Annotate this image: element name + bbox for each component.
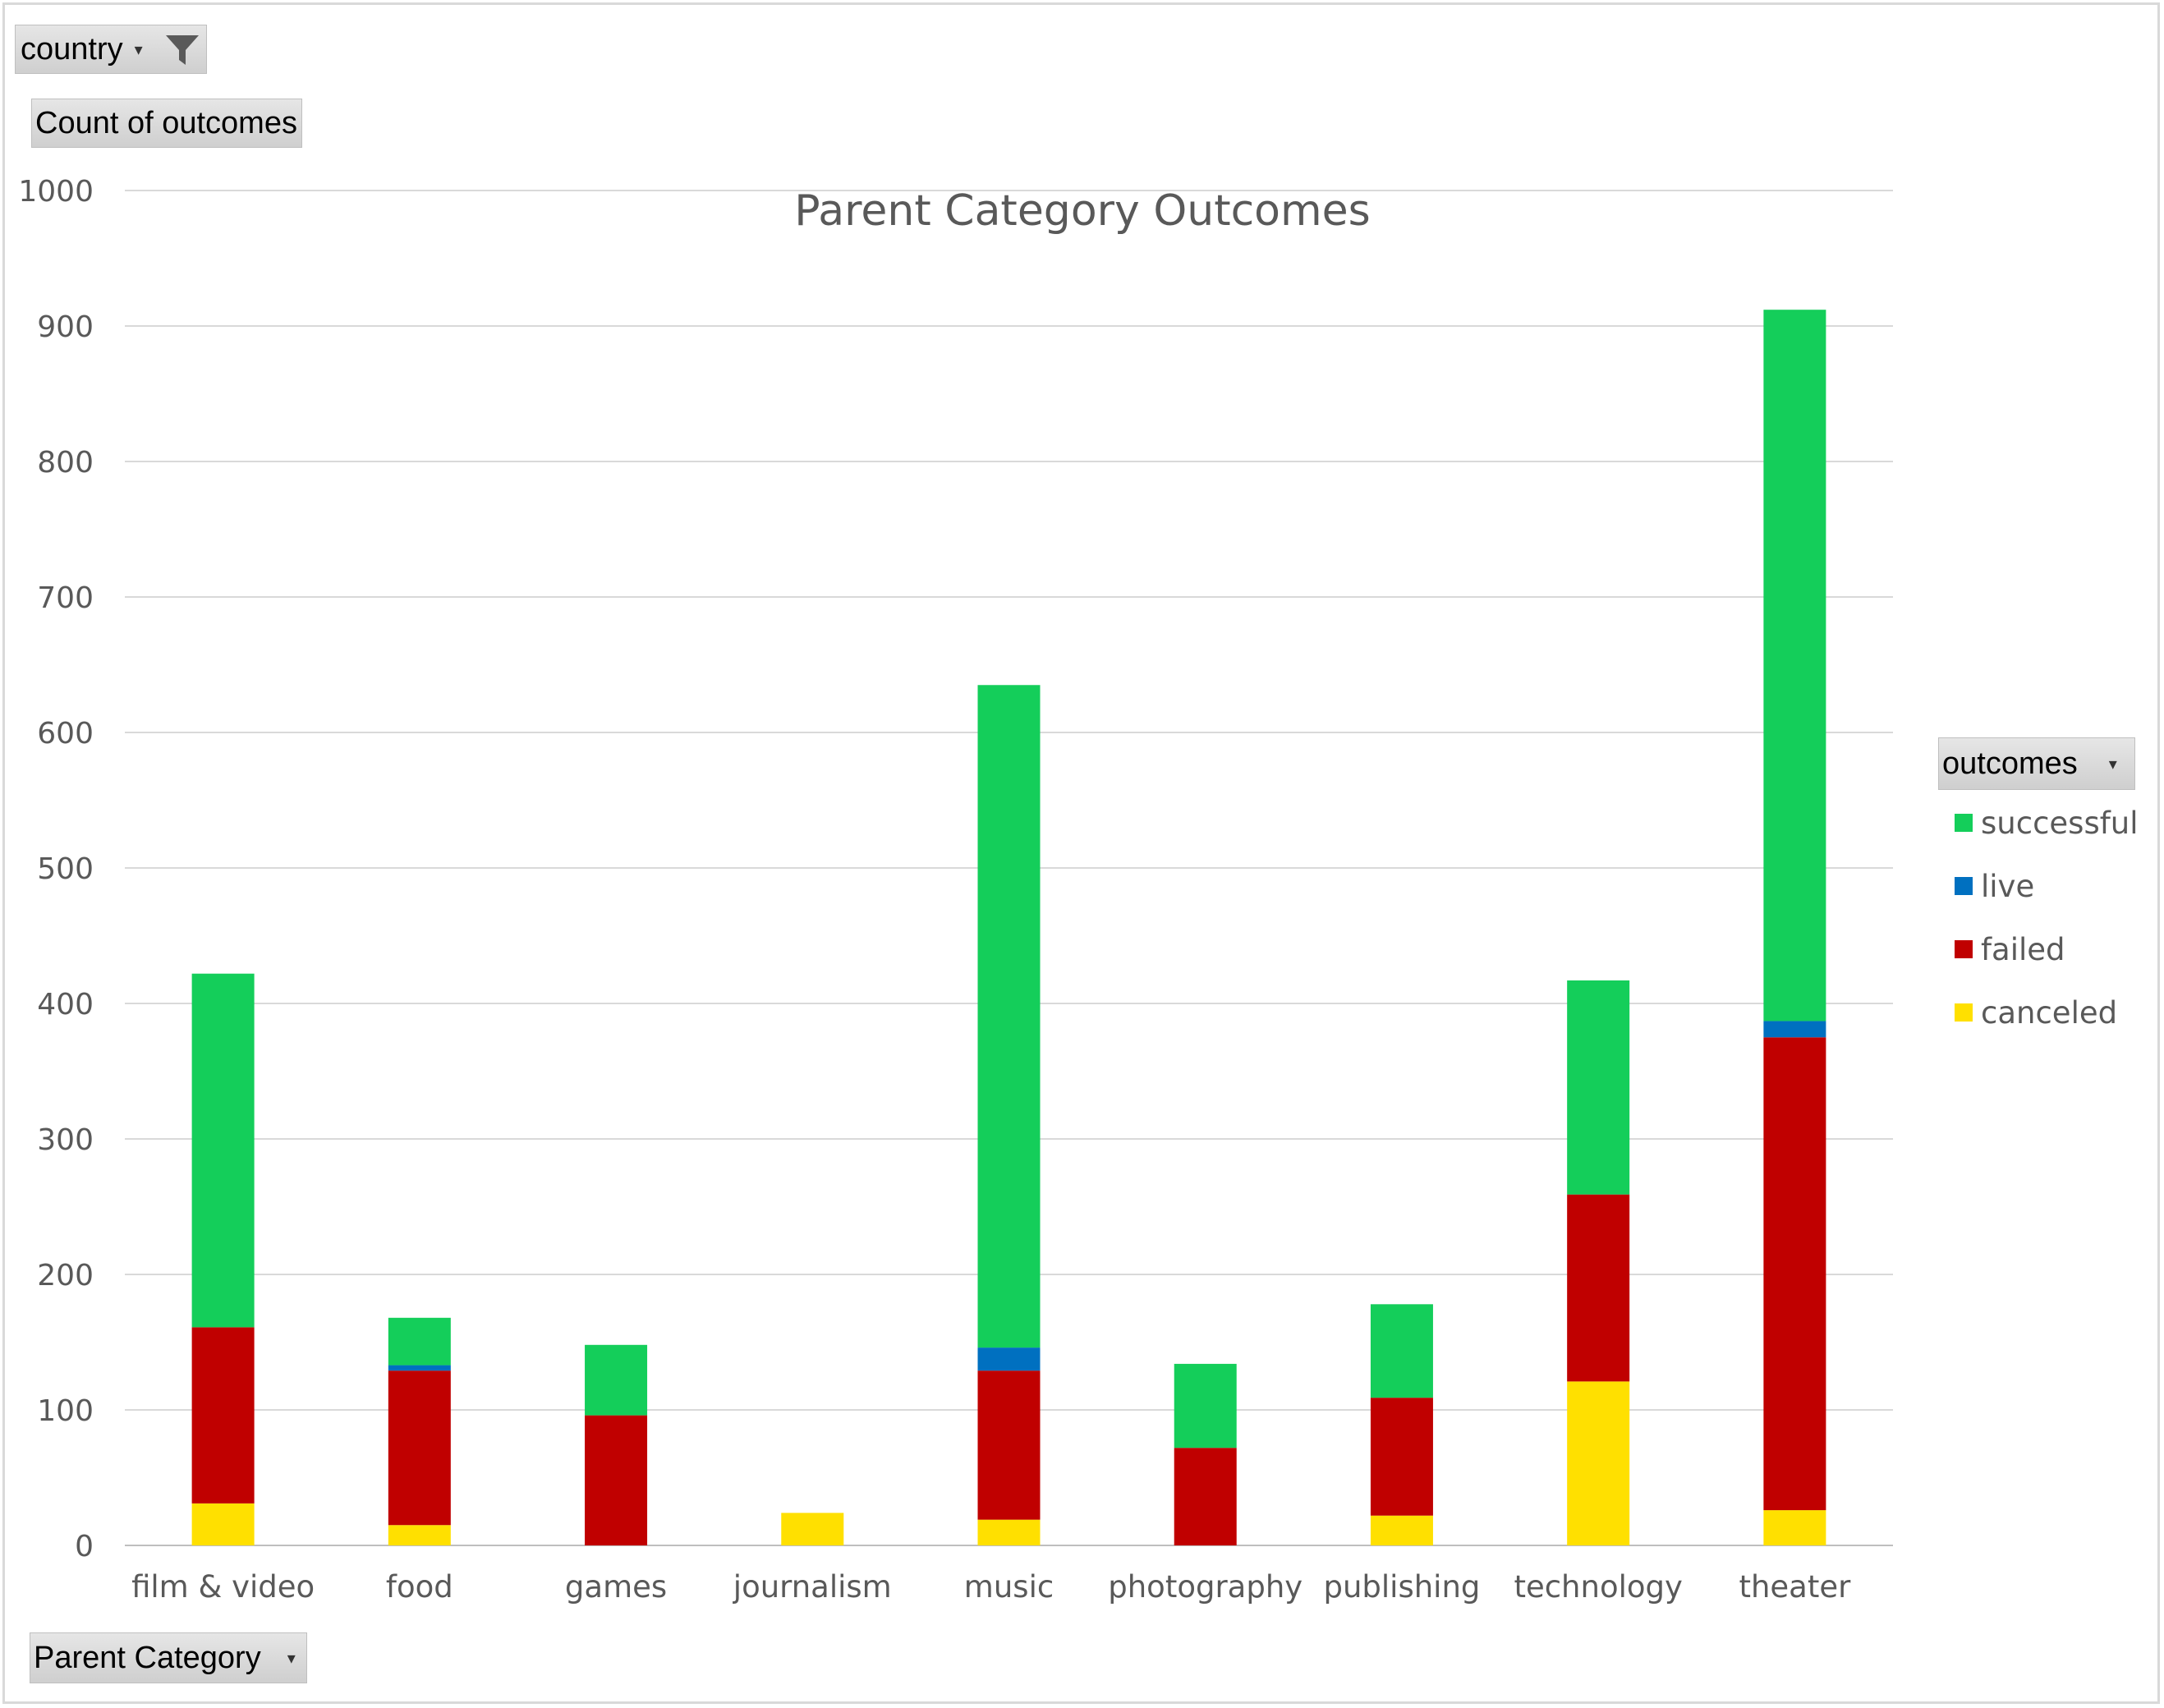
bar-segment-canceled[interactable]	[781, 1513, 844, 1545]
country-filter-button[interactable]: country ▾	[15, 25, 207, 74]
legend: successful live failed canceled	[1955, 806, 2139, 1031]
legend-swatch-live	[1955, 877, 1973, 895]
legend-swatch-successful	[1955, 814, 1973, 832]
bar-segment-live[interactable]	[388, 1365, 451, 1371]
x-tick-label: technology	[1514, 1569, 1682, 1605]
y-tick-label: 600	[37, 717, 94, 751]
bar-segment-failed[interactable]	[977, 1371, 1041, 1520]
x-tick-label: publishing	[1323, 1569, 1480, 1605]
y-tick-label: 900	[37, 310, 94, 344]
chevron-down-icon: ▾	[287, 1649, 296, 1668]
y-tick-label: 300	[37, 1123, 94, 1157]
country-filter-label: country	[21, 31, 123, 67]
legend-label-successful[interactable]: successful	[1981, 806, 2139, 841]
legend-label-live[interactable]: live	[1981, 869, 2034, 904]
bar-segment-canceled[interactable]	[191, 1503, 255, 1545]
y-tick-label: 400	[37, 988, 94, 1022]
legend-swatch-canceled	[1955, 1003, 1973, 1022]
bar-segment-failed[interactable]	[191, 1327, 255, 1504]
bar-segment-failed[interactable]	[1370, 1398, 1433, 1516]
bar-segment-successful[interactable]	[977, 685, 1041, 1348]
x-tick-label: food	[386, 1569, 453, 1605]
values-field-label: Count of outcomes	[35, 105, 297, 140]
x-tick-label: theater	[1739, 1569, 1851, 1605]
bar-segment-canceled[interactable]	[977, 1519, 1041, 1545]
bar-segment-successful[interactable]	[1763, 310, 1826, 1022]
x-tick-label: film & video	[131, 1569, 315, 1605]
bar-segment-successful[interactable]	[1567, 980, 1630, 1195]
bar-segment-successful[interactable]	[1370, 1304, 1433, 1398]
filter-funnel-icon	[166, 35, 199, 65]
bar-segment-failed[interactable]	[388, 1371, 451, 1526]
x-tick-label: photography	[1108, 1569, 1303, 1605]
x-tick-label: journalism	[733, 1569, 892, 1605]
y-tick-label: 200	[37, 1259, 94, 1292]
axis-field-label: Parent Category	[34, 1640, 261, 1675]
bars	[191, 310, 1826, 1545]
y-tick-label: 100	[37, 1394, 94, 1428]
chart-title: Parent Category Outcomes	[794, 186, 1370, 236]
y-tick-label: 700	[37, 581, 94, 615]
y-tick-label: 500	[37, 852, 94, 886]
bar-segment-failed[interactable]	[1763, 1037, 1826, 1511]
values-field-button[interactable]: Count of outcomes	[31, 99, 302, 148]
legend-label-canceled[interactable]: canceled	[1981, 995, 2117, 1031]
bar-segment-canceled[interactable]	[1370, 1515, 1433, 1545]
x-axis-tick-labels: film & video food games journalism music phot…	[131, 1569, 1851, 1605]
chevron-down-icon: ▾	[2108, 755, 2117, 774]
bar-segment-successful[interactable]	[1174, 1363, 1237, 1449]
y-tick-label: 1000	[18, 175, 94, 209]
bar-segment-failed[interactable]	[585, 1415, 648, 1545]
bar-segment-canceled[interactable]	[1567, 1381, 1630, 1545]
chevron-down-icon: ▾	[134, 40, 143, 59]
x-tick-label: games	[565, 1569, 667, 1605]
bar-segment-canceled[interactable]	[1763, 1510, 1826, 1545]
legend-field-button[interactable]: outcomes ▾	[1938, 737, 2135, 790]
bar-segment-successful[interactable]	[388, 1317, 451, 1366]
bar-segment-live[interactable]	[977, 1348, 1041, 1371]
bar-segment-failed[interactable]	[1567, 1194, 1630, 1382]
y-tick-label: 800	[37, 446, 94, 480]
x-tick-label: music	[964, 1569, 1054, 1605]
legend-label-failed[interactable]: failed	[1981, 932, 2065, 967]
bar-segment-failed[interactable]	[1174, 1448, 1237, 1545]
bar-segment-successful[interactable]	[585, 1344, 648, 1416]
legend-field-label: outcomes	[1942, 746, 2078, 781]
axis-field-button[interactable]: Parent Category ▾	[30, 1632, 307, 1683]
legend-swatch-failed	[1955, 940, 1973, 958]
bar-segment-live[interactable]	[1763, 1021, 1826, 1038]
y-tick-label: 0	[75, 1530, 94, 1563]
bar-segment-canceled[interactable]	[388, 1525, 451, 1545]
y-axis-tick-labels: 0 100 200 300 400 500 600 700 800 900 1000	[18, 175, 94, 1563]
bar-segment-successful[interactable]	[191, 973, 255, 1328]
